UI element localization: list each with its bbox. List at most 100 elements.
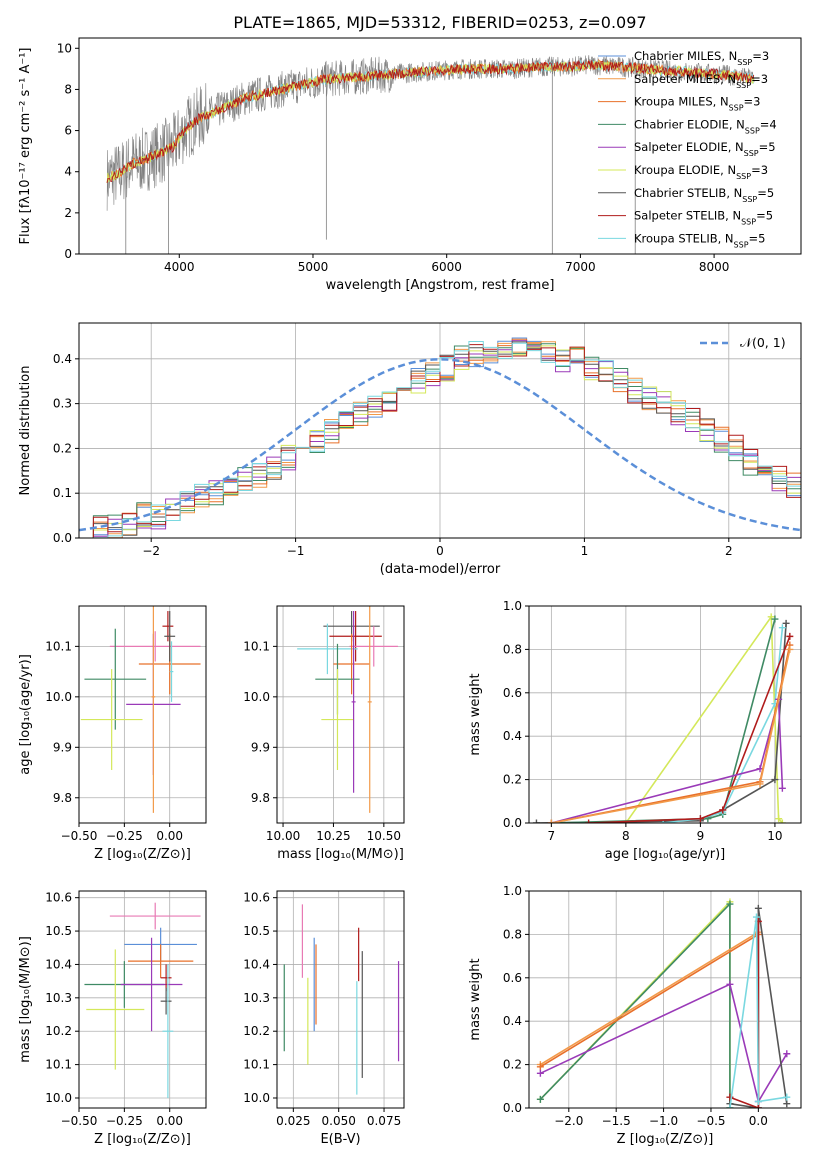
y-tick-label: 0.8 xyxy=(503,642,522,656)
weight-series-line xyxy=(551,644,791,823)
plot-area xyxy=(277,606,404,823)
x-tick-label: 8 xyxy=(622,829,630,843)
weight-marker xyxy=(778,784,786,792)
weight-marker xyxy=(783,1100,791,1108)
plot-area xyxy=(529,891,801,1108)
weight-marker xyxy=(771,776,779,784)
y-axis-label: age [log₁₀(age/yr)] xyxy=(18,654,33,775)
y-tick-label: 10.6 xyxy=(243,891,270,905)
x-tick-label: 8000 xyxy=(699,260,730,274)
x-tick-label: 10.25 xyxy=(316,829,350,843)
legend-entry: Salpeter ELODIE, NSSP=5 xyxy=(634,140,776,158)
weight-marker xyxy=(726,980,734,988)
y-tick-label: 0.4 xyxy=(53,352,72,366)
x-tick-label: −1.5 xyxy=(602,1114,631,1128)
x-tick-label: −0.50 xyxy=(61,829,98,843)
y-tick-label: 10.5 xyxy=(243,924,270,938)
y-tick-label: 10.5 xyxy=(45,924,72,938)
x-axis-label: age [log₁₀(age/yr)] xyxy=(605,847,726,862)
y-axis-label: mass weight xyxy=(468,673,483,755)
y-tick-label: 9.9 xyxy=(53,740,72,754)
y-tick-label: 10.3 xyxy=(45,991,72,1005)
residual-histogram xyxy=(79,341,801,538)
y-tick-label: 9.8 xyxy=(53,791,72,805)
x-axis-label: Z [log₁₀(Z/Z⊙)] xyxy=(94,1132,191,1147)
legend-subscript: SSP xyxy=(729,103,744,112)
y-tick-label: 0.4 xyxy=(503,729,522,743)
x-tick-label: 0.025 xyxy=(276,1114,310,1128)
x-tick-label: −1 xyxy=(287,544,305,558)
legend-subscript: SSP xyxy=(736,172,751,181)
legend-subscript: SSP xyxy=(744,149,759,158)
y-tick-label: 10.0 xyxy=(45,1091,72,1105)
x-tick-label: 0 xyxy=(436,544,444,558)
x-tick-label: −0.25 xyxy=(106,829,143,843)
weight-series-line xyxy=(539,931,759,1066)
age-weights-panel: 7 8 9 10 0.0 0.2 0.4 0.6 0.8 1.0 age [log₁₀(age/yr… xyxy=(468,599,802,862)
plot-area xyxy=(79,323,801,538)
x-tick-label: 5000 xyxy=(298,260,329,274)
y-tick-label: 10.1 xyxy=(45,1058,72,1072)
weight-series-line xyxy=(540,983,788,1104)
weight-marker xyxy=(536,1095,544,1103)
weight-marker xyxy=(786,632,794,640)
x-axis-label: E(B-V) xyxy=(320,1132,360,1147)
z-vs-age-panel: −0.50 −0.25 0.00 9.8 9.9 10.0 10.1 Z [log₁₀(Z/Z… xyxy=(18,605,207,862)
y-tick-label: 0.0 xyxy=(503,1101,522,1115)
weight-marker xyxy=(782,619,790,627)
legend-entry: Chabrier STELIB, NSSP=5 xyxy=(634,186,774,204)
weight-marker xyxy=(783,1093,791,1101)
legend-entry: Kroupa MILES, NSSP=3 xyxy=(634,95,760,113)
x-tick-label: 7 xyxy=(548,829,556,843)
legend-suffix: =3 xyxy=(752,49,769,63)
y-tick-label: 10.0 xyxy=(243,690,270,704)
legend-subscript: SSP xyxy=(745,126,760,135)
legend-suffix: =4 xyxy=(760,117,777,131)
legend-subscript: SSP xyxy=(736,80,751,89)
y-tick-label: 0.1 xyxy=(53,486,72,500)
axes-frame xyxy=(78,890,207,1109)
weight-series-line xyxy=(536,623,787,823)
legend-suffix: =5 xyxy=(756,209,773,223)
y-tick-label: 10.1 xyxy=(243,639,270,653)
z-vs-mass-panel: −0.50 −0.25 0.00 10.0 10.1 10.2 10.3 10.4 10.5 10… xyxy=(18,890,207,1147)
weight-marker xyxy=(752,913,760,921)
weight-marker xyxy=(585,819,593,823)
legend-suffix: =5 xyxy=(759,140,776,154)
figure-title: PLATE=1865, MJD=53312, FIBERID=0253, z=0… xyxy=(233,13,646,32)
y-tick-label: 10.0 xyxy=(243,1091,270,1105)
y-axis-label: Normed distribution xyxy=(18,366,33,496)
model-spectrum xyxy=(106,59,755,184)
axes-frame xyxy=(78,37,802,255)
legend-suffix: =3 xyxy=(751,72,768,86)
x-tick-label: 0.00 xyxy=(156,829,183,843)
legend-entry: Kroupa ELODIE, NSSP=3 xyxy=(634,163,768,181)
y-tick-label: 9.8 xyxy=(251,791,270,805)
weight-marker xyxy=(756,780,764,788)
legend-label: Salpeter ELODIE, N xyxy=(634,140,744,154)
legend-subscript: SSP xyxy=(734,240,749,249)
y-tick-label: 0.8 xyxy=(503,927,522,941)
y-tick-label: 0.4 xyxy=(503,1014,522,1028)
legend-suffix: =3 xyxy=(751,163,768,177)
weight-marker xyxy=(778,819,786,823)
y-tick-label: 0 xyxy=(64,247,72,261)
weight-marker xyxy=(778,624,786,632)
x-tick-label: 2 xyxy=(725,544,733,558)
x-tick-label: 7000 xyxy=(565,260,596,274)
y-tick-label: 4 xyxy=(64,165,72,179)
x-tick-label: 9 xyxy=(697,829,705,843)
legend-label: Salpeter MILES, N xyxy=(634,72,736,86)
x-tick-label: 10.00 xyxy=(266,829,300,843)
normal-curve xyxy=(79,358,801,532)
x-axis-label: Z [log₁₀(Z/Z⊙)] xyxy=(94,847,191,862)
weight-marker xyxy=(536,1063,544,1071)
weight-marker xyxy=(767,613,775,621)
weight-marker xyxy=(754,904,762,912)
x-tick-label: −0.25 xyxy=(106,1114,143,1128)
plot-area xyxy=(79,891,206,1108)
x-tick-label: −0.5 xyxy=(696,1114,725,1128)
y-tick-label: 10.3 xyxy=(243,991,270,1005)
legend-subscript: SSP xyxy=(737,58,752,67)
x-tick-label: 0.0 xyxy=(749,1114,768,1128)
